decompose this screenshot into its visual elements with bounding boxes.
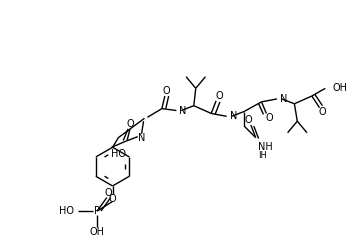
Text: HO: HO	[59, 206, 74, 216]
Text: N: N	[280, 94, 287, 104]
Text: NH: NH	[258, 142, 273, 152]
Text: O: O	[215, 91, 223, 101]
Text: OH: OH	[90, 227, 105, 237]
Text: N: N	[230, 111, 237, 121]
Text: P: P	[94, 206, 100, 216]
Text: O: O	[163, 86, 171, 96]
Text: O: O	[105, 188, 112, 198]
Text: O: O	[266, 113, 273, 123]
Text: HO: HO	[111, 149, 126, 159]
Text: O: O	[109, 193, 117, 204]
Text: IH: IH	[258, 150, 267, 160]
Text: N: N	[179, 106, 187, 115]
Text: N: N	[138, 133, 145, 143]
Text: O: O	[319, 108, 326, 117]
Text: O: O	[126, 119, 134, 129]
Text: O: O	[244, 115, 252, 125]
Text: OH: OH	[332, 83, 347, 93]
